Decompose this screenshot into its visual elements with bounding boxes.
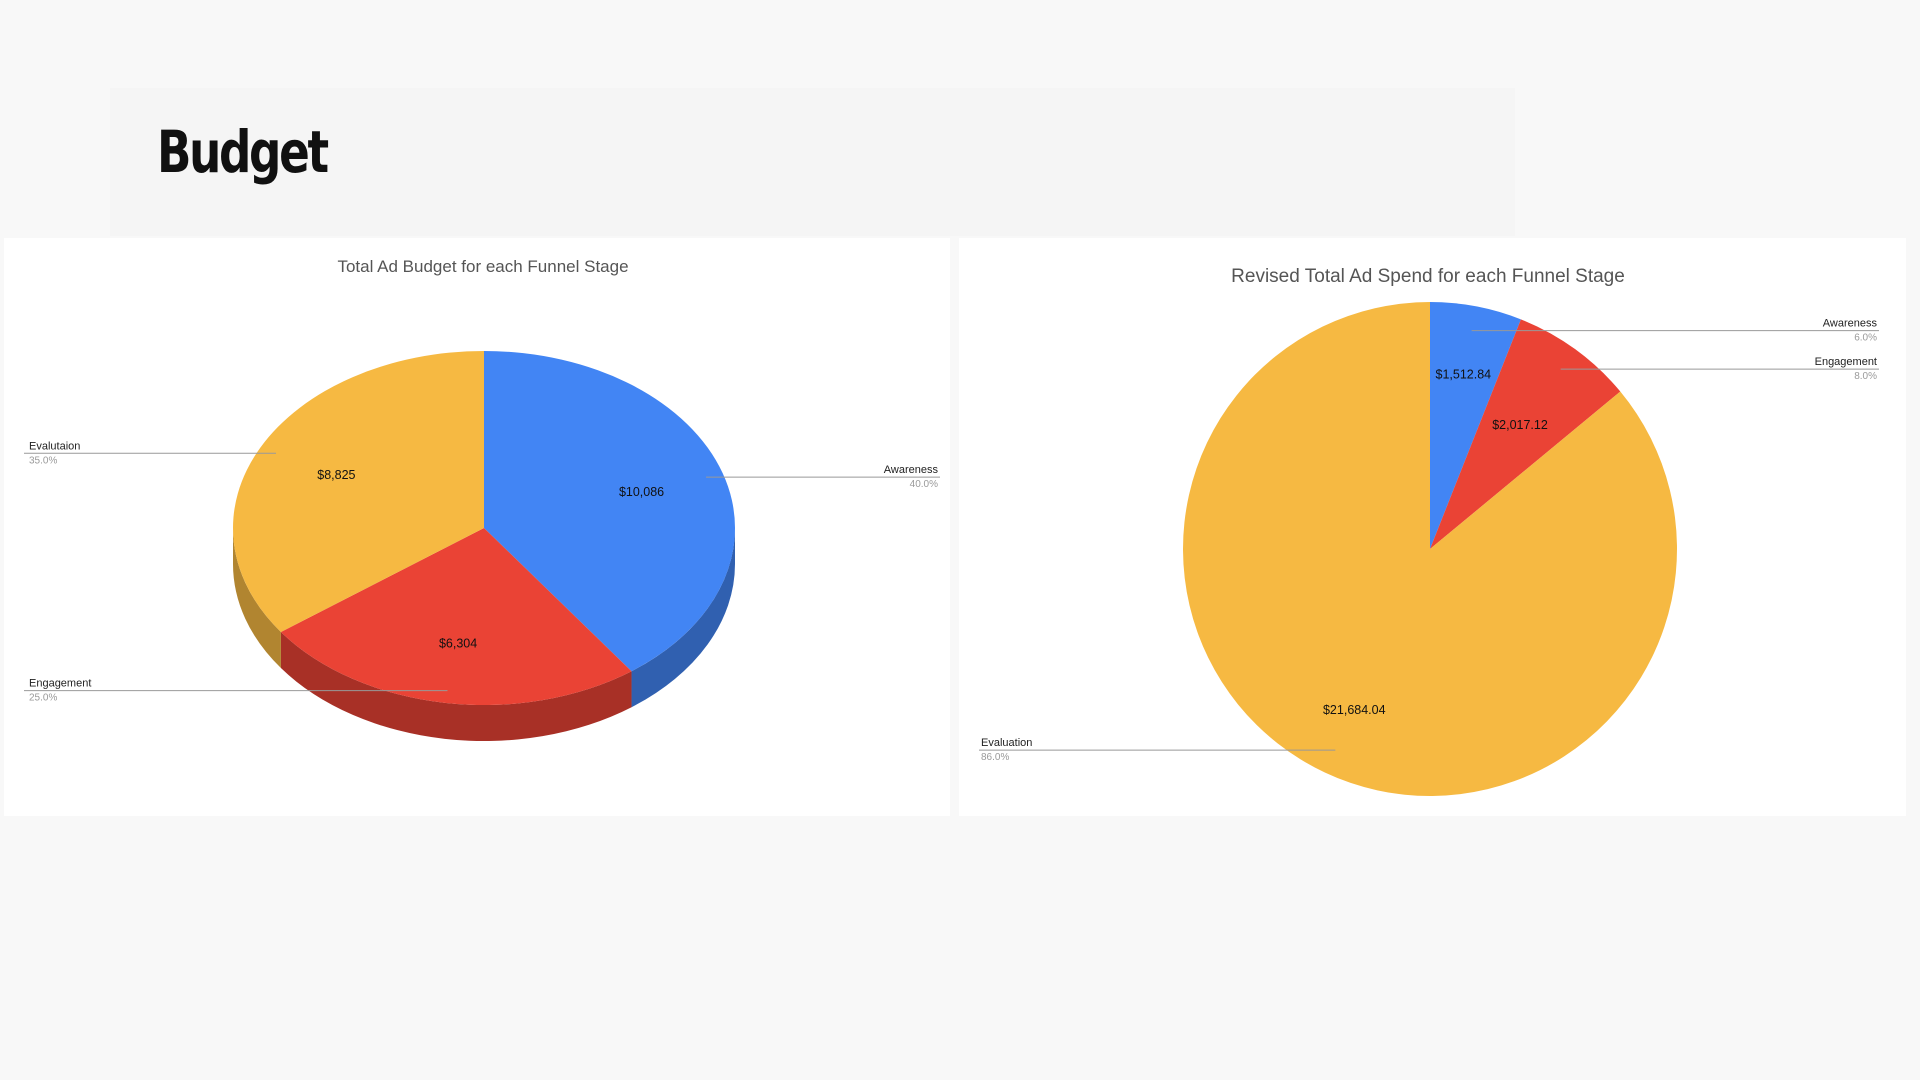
pie-chart-revised: Revised Total Ad Spend for each Funnel S… bbox=[979, 266, 1879, 796]
value-label-engagement: $2,017.12 bbox=[1492, 418, 1548, 432]
slide-title: Budget bbox=[157, 118, 329, 186]
pie-chart-budget: Total Ad Budget for each Funnel Stage $1… bbox=[24, 257, 940, 741]
pie-slice-awareness[interactable] bbox=[1430, 302, 1521, 549]
pie-slice-evaluation[interactable] bbox=[1183, 302, 1677, 796]
percent-label-awareness: 40.0% bbox=[910, 479, 938, 490]
pie-slice-awareness[interactable] bbox=[484, 351, 735, 672]
percent-label-evaluation: 86.0% bbox=[981, 752, 1009, 763]
value-label-evaluation: $21,684.04 bbox=[1323, 703, 1386, 717]
pie-side-evalutaion bbox=[233, 528, 281, 669]
percent-label-evalutaion: 35.0% bbox=[29, 455, 57, 466]
pie-side-engagement bbox=[280, 632, 632, 741]
pie-slice-engagement[interactable] bbox=[1430, 319, 1621, 549]
category-label-awareness: Awareness bbox=[1823, 318, 1878, 330]
chart-panel-revised: Revised Total Ad Spend for each Funnel S… bbox=[959, 238, 1906, 816]
category-label-awareness: Awareness bbox=[884, 464, 939, 476]
category-label-evalutaion: Evalutaion bbox=[29, 440, 80, 452]
value-label-awareness: $10,086 bbox=[619, 485, 664, 499]
title-band bbox=[110, 88, 1515, 236]
percent-label-awareness: 6.0% bbox=[1854, 333, 1877, 344]
value-label-awareness: $1,512.84 bbox=[1436, 367, 1492, 381]
chart-panel-budget: Total Ad Budget for each Funnel Stage $1… bbox=[4, 238, 950, 816]
percent-label-engagement: 25.0% bbox=[29, 693, 57, 704]
category-label-engagement: Engagement bbox=[1815, 356, 1877, 368]
pie-slice-evalutaion[interactable] bbox=[233, 351, 484, 633]
chart-title: Total Ad Budget for each Funnel Stage bbox=[337, 257, 628, 276]
category-label-engagement: Engagement bbox=[29, 678, 91, 690]
category-label-evaluation: Evaluation bbox=[981, 737, 1032, 749]
percent-label-engagement: 8.0% bbox=[1854, 371, 1877, 382]
pie-slice-engagement[interactable] bbox=[280, 528, 632, 705]
chart-title: Revised Total Ad Spend for each Funnel S… bbox=[1231, 266, 1625, 287]
value-label-engagement: $6,304 bbox=[439, 636, 477, 650]
value-label-evalutaion: $8,825 bbox=[317, 468, 355, 482]
pie-side-awareness bbox=[631, 528, 735, 708]
